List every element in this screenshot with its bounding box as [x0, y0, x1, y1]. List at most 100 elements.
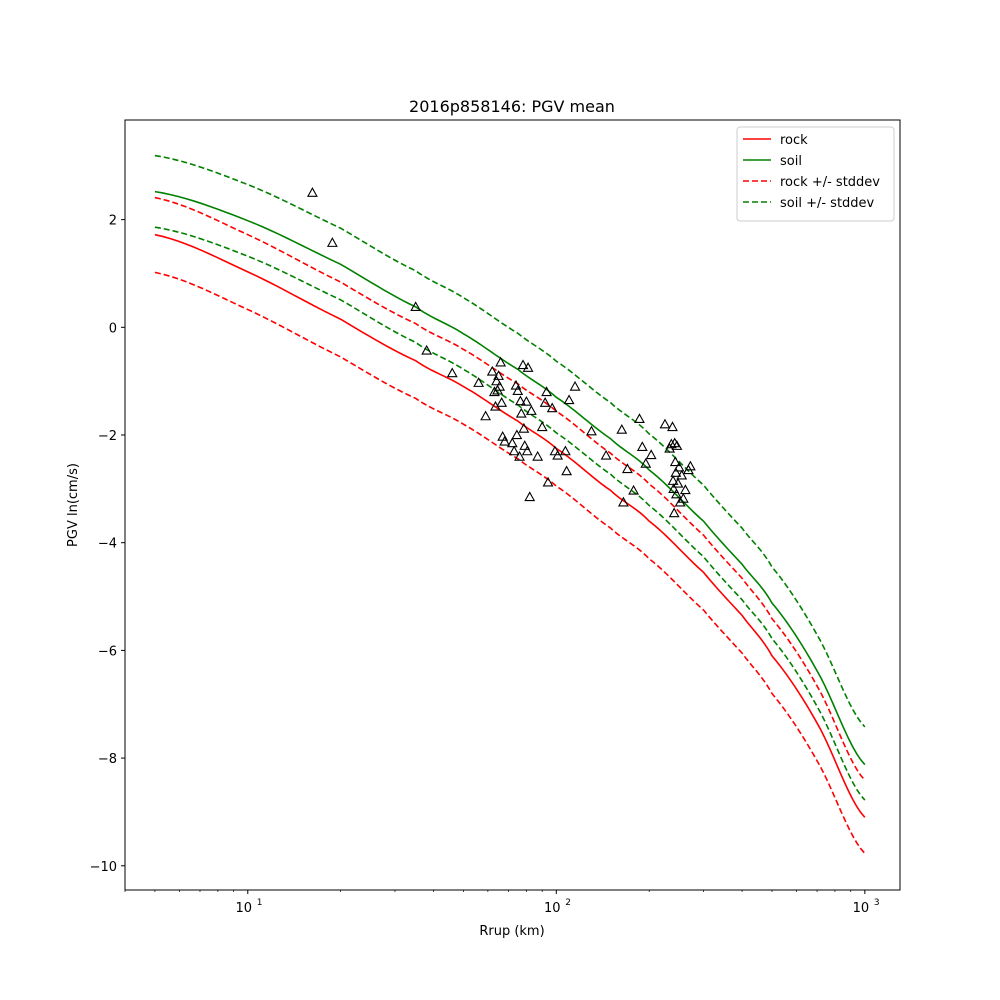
x-tick-label: 10	[236, 901, 253, 916]
observation-point	[634, 413, 645, 423]
observation-point	[668, 483, 680, 493]
observation-point	[665, 438, 677, 449]
x-tick-label-exponent: 3	[874, 898, 880, 908]
observation-point	[524, 491, 536, 502]
series-line-2	[154, 196, 866, 781]
observation-point	[491, 375, 502, 386]
observation-point	[600, 449, 612, 460]
observation-point	[668, 507, 680, 518]
y-tick-label: −6	[98, 644, 117, 659]
observation-point	[659, 418, 671, 429]
observation-point	[520, 395, 532, 406]
x-axis-label: Rrup (km)	[479, 924, 544, 939]
observation-point	[563, 394, 575, 405]
observation-point	[494, 380, 506, 391]
observation-point	[684, 460, 696, 471]
observation-point	[559, 445, 571, 456]
observation-point	[508, 445, 520, 456]
observation-point	[306, 187, 318, 197]
observation-point	[621, 463, 633, 474]
observation-point	[542, 476, 554, 487]
observation-point	[517, 359, 529, 370]
series-line-0	[154, 233, 866, 818]
observation-point	[667, 421, 678, 432]
observation-point	[569, 380, 581, 391]
chart-title: 2016p858146: PGV mean	[409, 97, 615, 116]
observation-point	[514, 450, 525, 461]
observation-point	[586, 425, 597, 436]
observation-point	[421, 344, 433, 355]
observation-point	[480, 410, 492, 421]
observation-point	[488, 386, 500, 397]
series-line-1	[154, 190, 866, 766]
observation-point	[645, 449, 657, 460]
observation-point	[672, 477, 684, 488]
observation-point	[521, 445, 533, 456]
observation-point	[636, 441, 648, 451]
observation-point	[446, 367, 458, 378]
series-layer	[154, 154, 866, 854]
observation-point	[539, 397, 551, 407]
observation-point	[519, 440, 531, 450]
y-tick-label: −2	[98, 429, 117, 444]
observation-point	[673, 461, 685, 472]
legend-label: soil +/- stddev	[780, 196, 875, 211]
observation-point	[499, 435, 511, 446]
observation-point	[532, 450, 544, 461]
observation-point	[676, 469, 688, 480]
x-tick-label-exponent: 2	[565, 898, 571, 908]
plot-frame	[124, 119, 901, 891]
y-tick-label: 2	[109, 214, 117, 229]
y-axis: 2 0 −2 −4 −6 −8 −10	[90, 214, 125, 875]
observation-point	[326, 237, 338, 247]
observation-point	[486, 365, 498, 376]
observation-point	[512, 385, 524, 395]
series-line-4	[154, 154, 866, 728]
observation-point	[628, 484, 640, 495]
legend: rock soil rock +/- stddev soil +/- stddev	[736, 126, 895, 222]
x-tick-label-exponent: 1	[257, 898, 263, 908]
observation-point	[410, 301, 422, 311]
series-line-5	[154, 226, 866, 801]
observation-point	[670, 488, 682, 499]
observation-point	[617, 496, 629, 507]
x-axis: 10 1 10 2 10 3	[124, 890, 880, 916]
observation-point	[552, 449, 564, 460]
observation-point	[536, 421, 548, 432]
observation-point	[493, 370, 505, 380]
y-tick-label: 0	[109, 321, 117, 336]
observation-point	[541, 386, 553, 397]
legend-label: soil	[780, 154, 802, 169]
observation-point	[669, 456, 681, 467]
x-tick-label: 10	[853, 901, 870, 916]
observation-point	[495, 356, 507, 367]
legend-box	[736, 126, 895, 222]
observation-point	[496, 397, 508, 407]
y-axis-label: PGV ln(cm/s)	[66, 463, 81, 547]
legend-label: rock +/- stddev	[780, 175, 880, 190]
observation-point	[561, 465, 573, 476]
x-tick-label: 10	[544, 901, 561, 916]
observation-point	[671, 440, 683, 450]
observation-point	[640, 457, 652, 468]
y-tick-label: −8	[98, 752, 117, 767]
y-tick-label: −10	[90, 860, 117, 875]
observation-point	[616, 423, 628, 434]
observation-point	[669, 437, 681, 448]
observation-point	[506, 437, 518, 448]
observations-layer	[306, 187, 696, 518]
observation-point	[515, 407, 527, 418]
series-line-3	[154, 271, 866, 854]
observation-point	[518, 422, 530, 433]
observation-point	[514, 395, 526, 406]
observation-point	[670, 467, 682, 477]
observation-point	[525, 405, 537, 415]
observation-point	[473, 377, 485, 387]
observation-point	[511, 429, 523, 440]
observation-point	[546, 402, 558, 413]
observation-point	[679, 484, 691, 495]
y-tick-label: −4	[98, 537, 117, 552]
observation-point	[677, 492, 689, 503]
observation-point	[522, 362, 534, 372]
